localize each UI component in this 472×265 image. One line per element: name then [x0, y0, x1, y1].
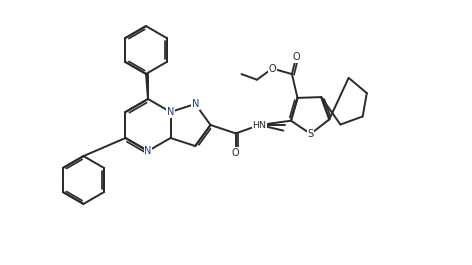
- Text: O: O: [292, 52, 300, 62]
- Text: O: O: [269, 64, 276, 73]
- Text: N: N: [144, 146, 152, 156]
- Text: N: N: [167, 107, 174, 117]
- Text: N: N: [192, 99, 199, 109]
- Text: O: O: [232, 148, 239, 158]
- Text: HN: HN: [253, 121, 267, 130]
- Text: S: S: [308, 129, 314, 139]
